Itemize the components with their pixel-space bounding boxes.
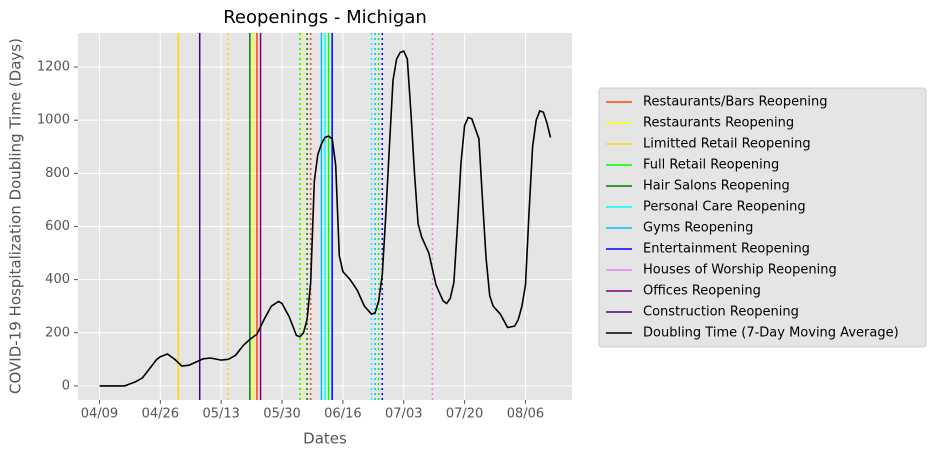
legend-label: Entertainment Reopening [643,242,810,257]
legend-label: Restaurants Reopening [643,116,794,131]
y-tick-label: 800 [45,166,70,181]
x-axis-label: Dates [303,430,347,448]
legend-label: Gyms Reopening [643,221,753,236]
x-tick-label: 08/06 [507,407,544,422]
legend-label: Construction Reopening [643,305,799,320]
y-tick-label: 1000 [37,113,70,128]
legend [598,87,927,348]
legend-label: Hair Salons Reopening [643,179,790,194]
legend-label: Limitted Retail Reopening [643,137,811,152]
legend-label: Offices Reopening [643,284,761,299]
legend-label: Full Retail Reopening [643,158,779,173]
x-tick-label: 05/13 [202,407,239,422]
x-tick-label: 06/16 [324,407,361,422]
x-tick-label: 07/03 [385,407,422,422]
y-tick-label: 1200 [37,60,70,75]
y-tick-label: 400 [45,272,70,287]
x-tick-label: 07/20 [446,407,483,422]
legend-label: Personal Care Reopening [643,200,806,215]
legend-label: Doubling Time (7-Day Moving Average) [643,326,899,341]
chart-title: Reopenings - Michigan [223,7,427,28]
y-tick-label: 0 [62,378,70,393]
x-tick-label: 04/26 [142,407,179,422]
y-tick-label: 600 [45,219,70,234]
y-tick-label: 200 [45,325,70,340]
x-tick-label: 05/30 [263,407,300,422]
y-axis-label: COVID-19 Hospitalization Doubling Time (… [7,38,25,394]
legend-label: Houses of Worship Reopening [643,263,837,278]
data-line [99,50,552,387]
x-tick-label: 04/09 [81,407,118,422]
legend-label: Restaurants/Bars Reopening [643,95,827,110]
